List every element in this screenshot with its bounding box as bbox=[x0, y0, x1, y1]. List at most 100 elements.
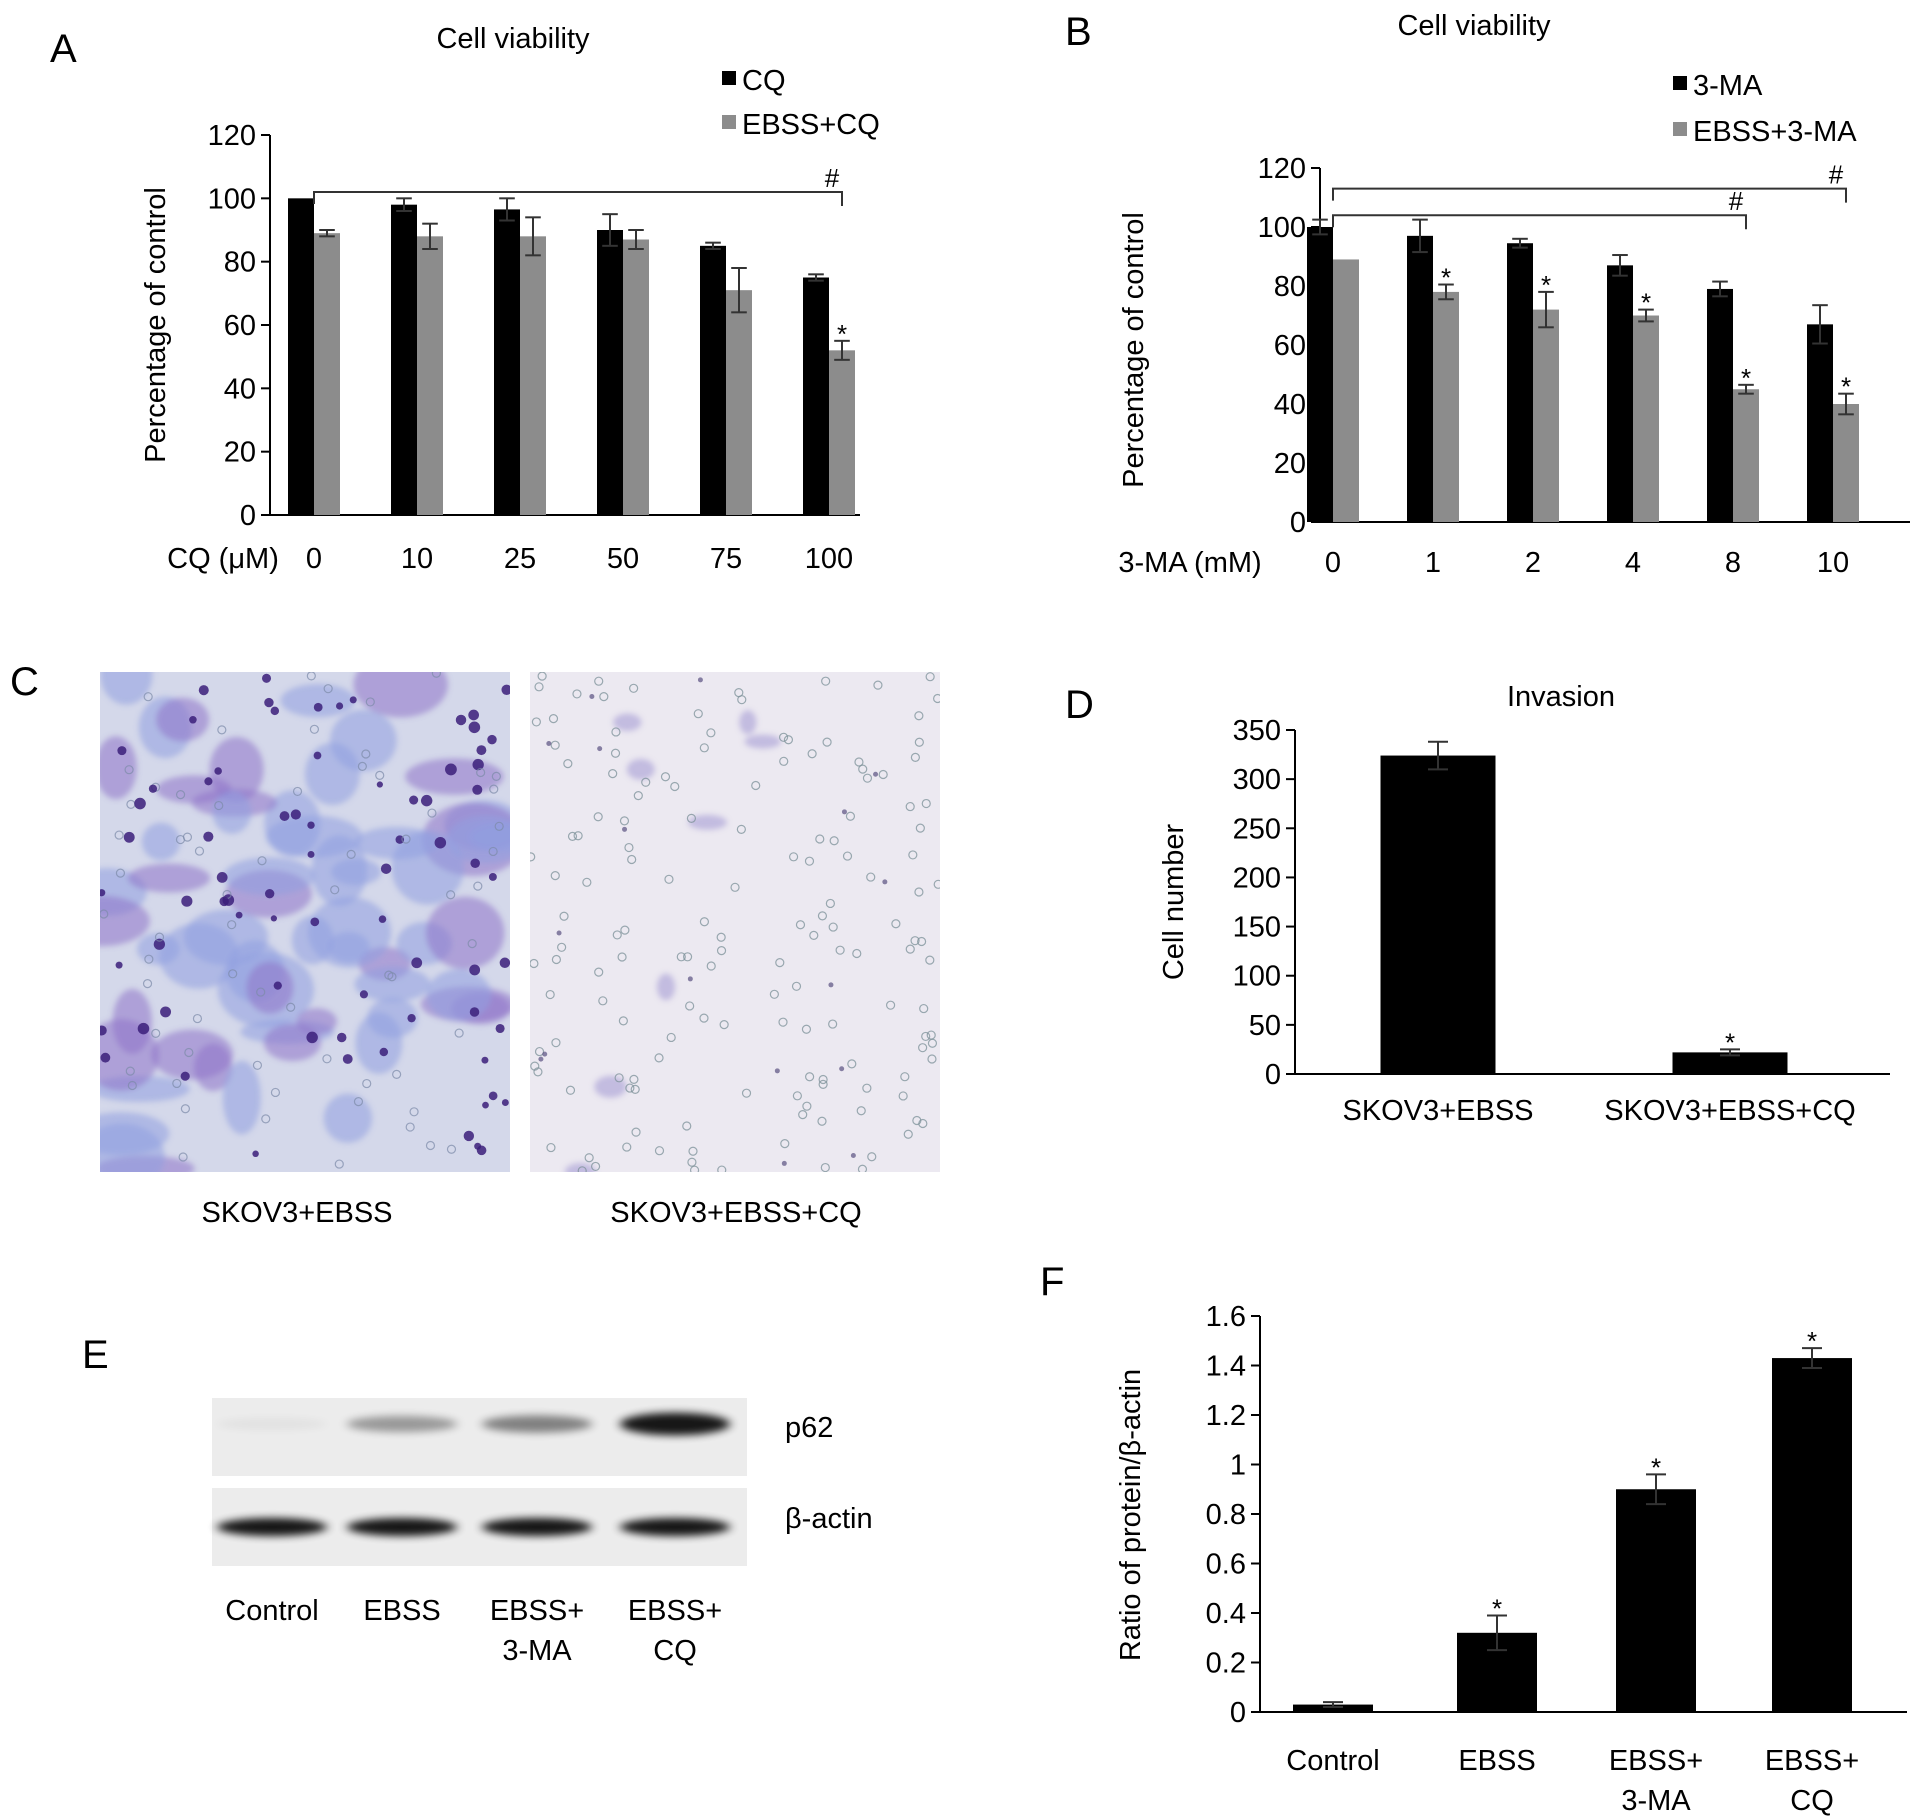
chart-f-protein-ratio: Ratio of protein/β-actin 0 0.2 0.4 0.6 0.8 1 1.… bbox=[1115, 1301, 1907, 1817]
y-tick-label: 0 bbox=[1290, 507, 1306, 539]
error-bar bbox=[499, 197, 515, 222]
error-bar bbox=[396, 197, 412, 212]
bar bbox=[1833, 404, 1859, 522]
bar bbox=[1433, 291, 1459, 522]
band-label-p62: p62 bbox=[785, 1412, 833, 1444]
y-tick-label: 0.4 bbox=[1206, 1598, 1246, 1630]
chart-a-title: Cell viability bbox=[436, 23, 590, 55]
error-bar bbox=[1438, 283, 1454, 301]
y-tick-label: 0 bbox=[1265, 1059, 1281, 1091]
micrograph-skov3-ebss bbox=[100, 672, 510, 1172]
y-tick-label: 120 bbox=[208, 120, 256, 152]
lane-label: 3-MA bbox=[502, 1635, 572, 1667]
panel-label-f: F bbox=[1040, 1260, 1064, 1304]
bracket-symbol: # bbox=[1829, 160, 1844, 190]
error-bar bbox=[705, 241, 721, 250]
y-tick-label: 1.4 bbox=[1206, 1351, 1246, 1383]
legend-swatch bbox=[1673, 76, 1687, 90]
x-tick-label: CQ bbox=[1790, 1785, 1834, 1817]
y-tick-label: 100 bbox=[1233, 961, 1281, 993]
chart-a-cell-viability-cq: Cell viability Percentage of control 0 20 40… bbox=[140, 23, 880, 575]
significance-star: * bbox=[1541, 270, 1551, 300]
bar bbox=[1307, 227, 1333, 522]
micrograph-skov3-ebss-cq bbox=[530, 672, 940, 1172]
error-bar bbox=[1802, 1347, 1822, 1369]
error-bar bbox=[1487, 1614, 1507, 1652]
y-tick-label: 1.6 bbox=[1206, 1301, 1246, 1333]
band-beta-actin bbox=[482, 1518, 592, 1536]
x-tick-label: 10 bbox=[401, 543, 433, 575]
x-tick-label: EBSS+ bbox=[1765, 1745, 1859, 1777]
caption-skov3-ebss: SKOV3+EBSS bbox=[201, 1197, 392, 1229]
legend-swatch bbox=[722, 71, 736, 85]
significance-bracket bbox=[1332, 214, 1747, 230]
lane-label: Control bbox=[225, 1595, 319, 1627]
x-tick-label: 100 bbox=[805, 543, 853, 575]
y-tick-label: 0 bbox=[240, 500, 256, 532]
significance-star: * bbox=[1741, 363, 1751, 393]
y-tick-label: 150 bbox=[1233, 912, 1281, 944]
bar bbox=[391, 204, 417, 515]
y-tick-label: 0.6 bbox=[1206, 1549, 1246, 1581]
error-bar bbox=[319, 229, 335, 238]
bar bbox=[1507, 243, 1533, 522]
bar bbox=[314, 233, 340, 515]
bar bbox=[1807, 324, 1833, 522]
chart-b-title: Cell viability bbox=[1397, 10, 1551, 42]
x-tick-label: 8 bbox=[1725, 547, 1741, 579]
lane-label: CQ bbox=[653, 1635, 697, 1667]
band-label-beta-actin: β-actin bbox=[785, 1503, 873, 1535]
bar bbox=[1333, 259, 1359, 522]
y-tick-label: 80 bbox=[1274, 271, 1306, 303]
error-bar bbox=[834, 339, 850, 361]
error-bar bbox=[1612, 254, 1628, 277]
band-beta-actin bbox=[217, 1518, 327, 1536]
western-blot: p62 β-actin Control EBSS EBSS+ 3-MA EBSS+ CQ bbox=[212, 1398, 873, 1667]
y-tick-label: 200 bbox=[1233, 862, 1281, 894]
panel-label-d: D bbox=[1065, 683, 1094, 727]
y-tick-label: 60 bbox=[224, 310, 256, 342]
lane-label: EBSS bbox=[363, 1595, 440, 1627]
error-bar bbox=[1646, 1473, 1666, 1506]
band-beta-actin bbox=[347, 1518, 457, 1536]
panel-label-a: A bbox=[50, 27, 77, 71]
y-tick-label: 0.2 bbox=[1206, 1648, 1246, 1680]
error-bar bbox=[1538, 290, 1554, 329]
error-bar bbox=[525, 216, 541, 257]
band-beta-actin bbox=[620, 1518, 730, 1536]
bar bbox=[803, 277, 829, 515]
bracket-symbol: # bbox=[825, 163, 840, 193]
legend-label: EBSS+3-MA bbox=[1693, 116, 1857, 148]
error-bar bbox=[628, 229, 644, 250]
y-tick-label: 350 bbox=[1233, 715, 1281, 747]
bar bbox=[1672, 1052, 1788, 1074]
significance-bracket bbox=[313, 191, 843, 206]
significance-star: * bbox=[1651, 1452, 1661, 1482]
chart-d-y-axis-label: Cell number bbox=[1158, 823, 1190, 980]
bar bbox=[417, 236, 443, 516]
error-bar bbox=[1312, 218, 1328, 236]
bar bbox=[1772, 1358, 1852, 1712]
significance-bracket bbox=[1332, 187, 1847, 203]
legend-label: 3-MA bbox=[1693, 70, 1763, 102]
error-bar bbox=[1638, 308, 1654, 323]
error-bar bbox=[1323, 1701, 1343, 1709]
x-tick-label: EBSS+ bbox=[1609, 1745, 1703, 1777]
error-bar bbox=[1428, 740, 1448, 771]
bar bbox=[597, 230, 623, 515]
error-bar bbox=[1512, 237, 1528, 249]
significance-star: * bbox=[837, 319, 847, 349]
panel-label-b: B bbox=[1065, 10, 1092, 54]
error-bar bbox=[602, 213, 618, 247]
x-tick-label: SKOV3+EBSS bbox=[1342, 1095, 1533, 1127]
significance-star: * bbox=[1725, 1027, 1735, 1057]
y-tick-label: 0.8 bbox=[1206, 1499, 1246, 1531]
bar bbox=[1407, 235, 1433, 522]
band-p62 bbox=[217, 1417, 327, 1431]
bar bbox=[520, 236, 546, 516]
x-tick-label: 0 bbox=[306, 543, 322, 575]
x-tick-label: 2 bbox=[1525, 547, 1541, 579]
bracket-symbol: # bbox=[1729, 186, 1744, 216]
bar bbox=[1380, 755, 1496, 1074]
